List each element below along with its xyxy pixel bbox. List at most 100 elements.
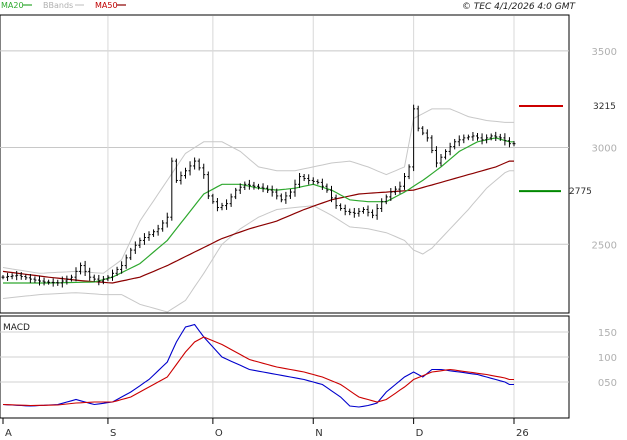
price-bar bbox=[339, 203, 343, 211]
price-bar bbox=[348, 208, 352, 216]
x-axis: A S O N D 26 bbox=[2, 418, 529, 439]
price-bar bbox=[270, 185, 274, 197]
price-bar bbox=[293, 179, 297, 197]
price-bar bbox=[357, 208, 361, 217]
price-bar bbox=[434, 146, 438, 168]
price-bar bbox=[79, 262, 83, 275]
price-bar bbox=[498, 133, 502, 141]
price-bar bbox=[179, 171, 183, 185]
price-bar bbox=[343, 204, 347, 216]
legend-label-1: BBands bbox=[43, 1, 73, 10]
price-bar bbox=[42, 277, 46, 286]
price-bar bbox=[142, 233, 146, 245]
price-bars bbox=[1, 104, 516, 288]
price-bar bbox=[83, 260, 87, 277]
price-bar bbox=[366, 205, 370, 217]
price-bar bbox=[161, 220, 165, 232]
price-bar bbox=[288, 189, 292, 199]
price-bar bbox=[330, 185, 333, 203]
price-bar bbox=[124, 254, 128, 269]
price-bar bbox=[380, 198, 384, 212]
price-bar bbox=[485, 134, 489, 144]
price-bar bbox=[229, 193, 233, 207]
price-y-tick-label: 3500 bbox=[592, 47, 617, 58]
macd-y-tick-label: 100 bbox=[598, 353, 617, 364]
legend-label-0: MA20 bbox=[1, 1, 24, 10]
macd-vertical-gridlines bbox=[107, 317, 515, 417]
price-bar bbox=[33, 276, 37, 283]
price-bar bbox=[416, 105, 420, 132]
x-tick-label: 26 bbox=[516, 428, 529, 439]
x-tick-label: N bbox=[315, 428, 322, 439]
price-bar bbox=[252, 181, 256, 190]
ma50-line bbox=[2, 160, 514, 284]
price-bar bbox=[97, 274, 101, 286]
price-y-tick-label: 3000 bbox=[592, 144, 617, 155]
price-bar bbox=[311, 177, 315, 185]
price-bar bbox=[47, 279, 51, 285]
price-bar bbox=[439, 153, 443, 167]
price-bar bbox=[88, 267, 92, 281]
price-bar bbox=[316, 179, 320, 185]
macd-y-axis: 050 100 150 bbox=[598, 328, 617, 389]
price-bar bbox=[412, 104, 416, 172]
price-bar bbox=[430, 135, 434, 154]
price-bar bbox=[489, 133, 493, 141]
price-bar bbox=[407, 164, 411, 180]
legend: MA20 BBands MA50 bbox=[1, 1, 126, 10]
price-bar bbox=[129, 247, 133, 261]
x-tick-label: D bbox=[416, 428, 424, 439]
price-bar bbox=[302, 174, 306, 182]
price-bar bbox=[512, 141, 516, 147]
price-bar bbox=[457, 135, 461, 147]
price-bar bbox=[65, 275, 69, 285]
bband-lower bbox=[2, 170, 514, 313]
price-bar bbox=[507, 137, 511, 148]
price-bar bbox=[147, 231, 151, 241]
price-bar bbox=[371, 209, 375, 219]
price-bar bbox=[69, 274, 73, 282]
price-bar bbox=[28, 273, 32, 283]
price-bar bbox=[211, 193, 215, 204]
price-bar bbox=[453, 138, 457, 150]
price-bar bbox=[60, 276, 64, 288]
price-bar bbox=[174, 158, 178, 183]
price-bar bbox=[225, 199, 229, 210]
price-bar bbox=[403, 172, 406, 190]
price-bar bbox=[320, 178, 324, 190]
price-bar bbox=[19, 271, 23, 280]
price-bar bbox=[92, 274, 96, 282]
price-bar bbox=[138, 237, 142, 249]
bband-upper bbox=[2, 108, 514, 274]
legend-label-2: MA50 bbox=[95, 1, 118, 10]
price-bar bbox=[51, 278, 55, 287]
price-bar bbox=[476, 133, 479, 141]
price-y-tick-label: 2500 bbox=[592, 240, 617, 251]
price-bar bbox=[298, 172, 302, 188]
price-bar bbox=[215, 198, 219, 212]
price-bar bbox=[170, 157, 174, 221]
price-y-axis: 2500 3000 3500 bbox=[592, 47, 617, 251]
x-tick-label: O bbox=[215, 428, 223, 439]
price-bar bbox=[206, 171, 210, 200]
price-bar bbox=[471, 132, 475, 141]
macd-lines bbox=[2, 323, 514, 408]
price-bar bbox=[234, 187, 238, 200]
price-bar bbox=[393, 186, 397, 196]
ma50-path bbox=[2, 160, 514, 284]
price-bar bbox=[398, 181, 402, 194]
macd-title: MACD bbox=[3, 323, 30, 333]
price-bar bbox=[266, 185, 270, 194]
price-bar bbox=[448, 142, 452, 156]
price-bar bbox=[334, 194, 338, 209]
macd-y-tick-label: 050 bbox=[598, 378, 617, 389]
price-panel-frame bbox=[0, 14, 570, 314]
price-bar bbox=[220, 202, 224, 211]
x-tick-label: S bbox=[110, 428, 116, 439]
price-bar bbox=[284, 191, 288, 204]
price-bar bbox=[421, 126, 425, 136]
price-bar bbox=[15, 270, 19, 281]
x-tick-label: A bbox=[5, 428, 12, 439]
price-bar bbox=[466, 134, 470, 141]
